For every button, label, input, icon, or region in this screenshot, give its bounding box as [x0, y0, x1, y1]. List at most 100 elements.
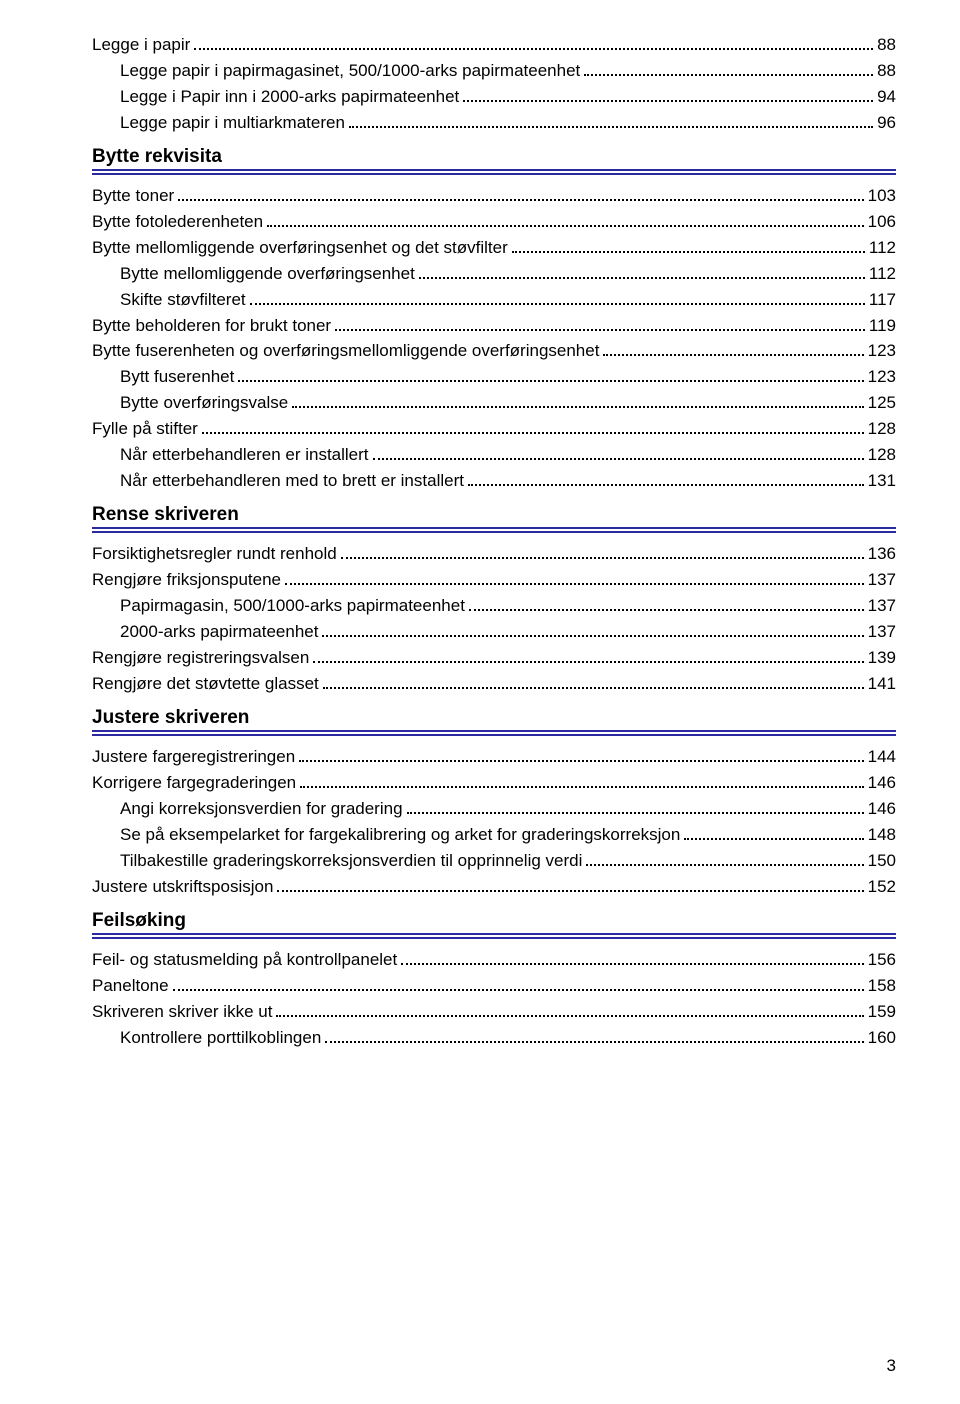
toc-entry-page: 123: [868, 368, 896, 386]
toc-entry-label: Justere utskriftsposisjon: [92, 878, 273, 896]
toc-section: Justere skriveren: [92, 708, 896, 736]
toc-entry-page: 112: [869, 265, 896, 283]
toc-entry[interactable]: Legge papir i multiarkmateren96: [92, 114, 896, 132]
toc-entry[interactable]: Rengjøre det støvtette glasset141: [92, 675, 896, 693]
toc-entry[interactable]: Justere fargeregistreringen 144: [92, 748, 896, 766]
toc-entry-page: 106: [868, 213, 896, 231]
toc-entry-label: Bytte fuserenheten og overføringsmelloml…: [92, 342, 599, 360]
toc-dot-leader: [603, 354, 863, 356]
toc-entry[interactable]: Bytte overføringsvalse125: [92, 394, 896, 412]
toc-section-rule: [92, 169, 896, 175]
toc-entry-label: Korrigere fargegraderingen: [92, 774, 296, 792]
toc-entry[interactable]: Bytte fuserenheten og overføringsmelloml…: [92, 342, 896, 360]
toc-entry[interactable]: Bytte beholderen for brukt toner119: [92, 317, 896, 335]
toc-entry-label: Papirmagasin, 500/1000-arks papirmateenh…: [120, 597, 465, 615]
toc-entry[interactable]: Justere utskriftsposisjon152: [92, 878, 896, 896]
toc-entry-page: 137: [868, 623, 896, 641]
toc-entry-page: 131: [868, 472, 896, 490]
toc-entry-page: 139: [868, 649, 896, 667]
toc-dot-leader: [325, 1041, 863, 1043]
toc-entry-label: Bytte beholderen for brukt toner: [92, 317, 331, 335]
toc-entry[interactable]: Rengjøre friksjonsputene137: [92, 571, 896, 589]
toc-entry[interactable]: Se på eksempelarket for fargekalibrering…: [92, 826, 896, 844]
toc-dot-leader: [299, 760, 863, 762]
toc-entry-label: Skifte støvfilteret: [120, 291, 246, 309]
toc-dot-leader: [292, 406, 863, 408]
toc-entry-page: 148: [868, 826, 896, 844]
toc-entry[interactable]: Skriveren skriver ikke ut159: [92, 1003, 896, 1021]
toc-entry-page: 103: [868, 187, 896, 205]
toc-dot-leader: [267, 225, 864, 227]
toc-entry[interactable]: Bytt fuserenhet 123: [92, 368, 896, 386]
toc-entry-page: 94: [877, 88, 896, 106]
toc-entry[interactable]: Forsiktighetsregler rundt renhold136: [92, 545, 896, 563]
toc-dot-leader: [512, 251, 865, 253]
page-number: 3: [887, 1356, 896, 1376]
toc-dot-leader: [276, 1015, 863, 1017]
toc-entry-page: 144: [868, 748, 896, 766]
toc-entry-page: 117: [869, 291, 896, 309]
toc-section-rule: [92, 730, 896, 736]
toc-dot-leader: [335, 329, 865, 331]
toc-entry[interactable]: Legge i papir88: [92, 36, 896, 54]
toc-entry[interactable]: Kontrollere porttilkoblingen 160: [92, 1029, 896, 1047]
toc-entry[interactable]: Legge papir i papirmagasinet, 500/1000-a…: [92, 62, 896, 80]
toc-entry-label: Fylle på stifter: [92, 420, 198, 438]
toc-entry[interactable]: Legge i Papir inn i 2000-arks papirmatee…: [92, 88, 896, 106]
toc-dot-leader: [313, 661, 863, 663]
toc-entry-label: Forsiktighetsregler rundt renhold: [92, 545, 337, 563]
toc-entry-label: Bytte mellomliggende overføringsenhet: [120, 265, 415, 283]
toc-entry-label: Justere fargeregistreringen: [92, 748, 295, 766]
toc-entry-page: 158: [868, 977, 896, 995]
toc-entry-page: 96: [877, 114, 896, 132]
toc-dot-leader: [684, 838, 863, 840]
toc-entry-page: 146: [868, 800, 896, 818]
toc-entry[interactable]: Feil- og statusmelding på kontrollpanele…: [92, 951, 896, 969]
toc-entry[interactable]: Rengjøre registreringsvalsen139: [92, 649, 896, 667]
toc-section: Bytte rekvisita: [92, 147, 896, 175]
toc-entry-label: Se på eksempelarket for fargekalibrering…: [120, 826, 680, 844]
toc-entry-label: Kontrollere porttilkoblingen: [120, 1029, 321, 1047]
toc-entry[interactable]: Tilbakestille graderingskorreksjonsverdi…: [92, 852, 896, 870]
toc-entry-label: Bytte toner: [92, 187, 174, 205]
toc-section-title: Justere skriveren: [92, 708, 896, 728]
toc-entry-label: Bytte overføringsvalse: [120, 394, 288, 412]
toc-entry[interactable]: Papirmagasin, 500/1000-arks papirmateenh…: [92, 597, 896, 615]
toc-dot-leader: [584, 74, 873, 76]
toc-entry-label: Paneltone: [92, 977, 169, 995]
toc-entry-label: Bytt fuserenhet: [120, 368, 234, 386]
toc-entry[interactable]: Skifte støvfilteret 117: [92, 291, 896, 309]
toc-entry-label: Skriveren skriver ikke ut: [92, 1003, 272, 1021]
toc-entry-page: 88: [877, 62, 896, 80]
toc-entry-label: Legge i papir: [92, 36, 190, 54]
toc-dot-leader: [407, 812, 864, 814]
toc-entry[interactable]: Når etterbehandleren er installert 128: [92, 446, 896, 464]
toc-entry[interactable]: 2000-arks papirmateenhet137: [92, 623, 896, 641]
toc-entry-page: 128: [868, 446, 896, 464]
toc-dot-leader: [323, 687, 864, 689]
toc-entry[interactable]: Bytte fotolederenheten106: [92, 213, 896, 231]
toc-entry[interactable]: Fylle på stifter 128: [92, 420, 896, 438]
toc-dot-leader: [178, 199, 863, 201]
toc-section-rule: [92, 527, 896, 533]
toc-entry[interactable]: Når etterbehandleren med to brett er ins…: [92, 472, 896, 490]
toc-entry-page: 128: [868, 420, 896, 438]
toc-entry-label: Når etterbehandleren er installert: [120, 446, 369, 464]
toc-dot-leader: [173, 989, 864, 991]
toc-entry-page: 141: [868, 675, 896, 693]
toc-section-title: Bytte rekvisita: [92, 147, 896, 167]
toc-entry[interactable]: Paneltone 158: [92, 977, 896, 995]
toc-entry-page: 160: [868, 1029, 896, 1047]
toc-dot-leader: [373, 458, 864, 460]
toc-dot-leader: [194, 48, 873, 50]
toc-entry-page: 156: [868, 951, 896, 969]
toc-dot-leader: [463, 100, 873, 102]
toc-entry[interactable]: Bytte toner 103: [92, 187, 896, 205]
toc-entry[interactable]: Bytte mellomliggende overføringsenhet og…: [92, 239, 896, 257]
toc-entry[interactable]: Angi korreksjonsverdien for gradering146: [92, 800, 896, 818]
toc-section-title: Feilsøking: [92, 911, 896, 931]
toc-dot-leader: [469, 609, 864, 611]
toc-entry-page: 137: [868, 571, 896, 589]
toc-entry[interactable]: Bytte mellomliggende overføringsenhet 112: [92, 265, 896, 283]
toc-entry[interactable]: Korrigere fargegraderingen146: [92, 774, 896, 792]
